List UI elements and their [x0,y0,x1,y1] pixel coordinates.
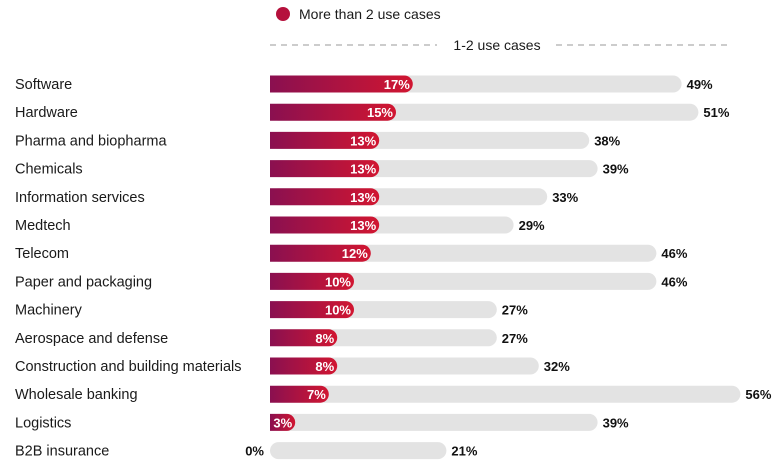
bar-primary [270,216,380,234]
chart-legend: More than 2 use cases 1-2 use cases [270,6,728,53]
chart-row: Aerospace and defense 27% 8% [15,329,528,347]
chart-row: Paper and packaging 46% 10% [15,272,688,290]
chart-row: Software 49% 17% [15,75,713,93]
data-label-primary: 8% [315,359,334,374]
bar-primary [270,160,380,178]
chart-row: B2B insurance 21% 0% [15,442,478,460]
chart-row: Logistics 39% 3% [15,413,629,431]
data-label-primary: 13% [350,190,376,205]
data-label-secondary: 21% [451,444,477,459]
data-label-primary: 8% [315,331,334,346]
category-label: Construction and building materials [15,359,242,375]
chart-row: Medtech 29% 13% [15,216,545,234]
bar-primary [270,244,371,262]
chart-row: Telecom 46% 12% [15,244,688,262]
data-label-secondary: 39% [603,415,629,430]
chart-row: Hardware 51% 15% [15,103,730,121]
bar-primary [270,131,380,149]
category-label: Paper and packaging [15,274,152,290]
data-label-primary: 7% [307,387,326,402]
legend-label-primary: More than 2 use cases [299,6,441,22]
data-label-secondary: 33% [552,190,578,205]
category-label: Medtech [15,218,71,234]
data-label-primary: 15% [367,105,393,120]
data-label-primary: 13% [350,162,376,177]
bar-primary [270,272,354,290]
bar-primary [270,188,380,206]
chart-row: Pharma and biopharma 38% 13% [15,131,621,149]
category-label: Wholesale banking [15,387,138,403]
category-label: Hardware [15,105,78,121]
bar-primary [270,413,296,431]
data-label-secondary: 27% [502,331,528,346]
data-label-primary: 13% [350,133,376,148]
data-label-secondary: 27% [502,303,528,318]
category-label: Pharma and biopharma [15,133,167,149]
category-label: B2B insurance [15,444,109,460]
category-label: Machinery [15,303,83,319]
data-label-primary: 10% [325,274,351,289]
chart-row: Chemicals 39% 13% [15,160,629,178]
bar-primary [270,103,396,121]
bar-secondary [270,385,741,403]
category-label: Software [15,77,72,93]
category-label: Telecom [15,246,69,262]
category-label: Logistics [15,415,71,431]
data-label-secondary: 29% [519,218,545,233]
bar-primary [270,301,354,319]
data-label-primary: 0% [245,444,264,459]
data-label-primary: 12% [342,246,368,261]
chart-rows: Software 49% 17% Hardware 51% 15% Pharma and b… [15,75,772,460]
bar-secondary [270,357,539,375]
legend-label-secondary: 1-2 use cases [453,37,540,53]
category-label: Chemicals [15,162,83,178]
data-label-secondary: 32% [544,359,570,374]
bar-secondary [270,272,657,290]
bar-primary [270,75,413,93]
bar-secondary [270,442,447,460]
bar-primary [270,357,338,375]
bar-secondary [270,413,598,431]
data-label-secondary: 49% [687,77,713,92]
data-label-secondary: 56% [745,387,771,402]
data-label-secondary: 51% [703,105,729,120]
legend-marker-primary [276,7,290,21]
bar-primary [270,385,329,403]
data-label-primary: 17% [384,77,410,92]
data-label-secondary: 39% [603,162,629,177]
data-label-primary: 10% [325,303,351,318]
chart-row: Information services 33% 13% [15,188,579,206]
chart-row: Construction and building materials 32% 8% [15,357,570,375]
data-label-secondary: 46% [661,246,687,261]
chart-row: Machinery 27% 10% [15,301,528,319]
category-label: Information services [15,190,145,206]
category-label: Aerospace and defense [15,331,168,347]
data-label-primary: 13% [350,218,376,233]
data-label-secondary: 38% [594,133,620,148]
data-label-secondary: 46% [661,274,687,289]
data-label-primary: 3% [273,415,292,430]
bar-primary [270,329,338,347]
chart-row: Wholesale banking 56% 7% [15,385,772,403]
